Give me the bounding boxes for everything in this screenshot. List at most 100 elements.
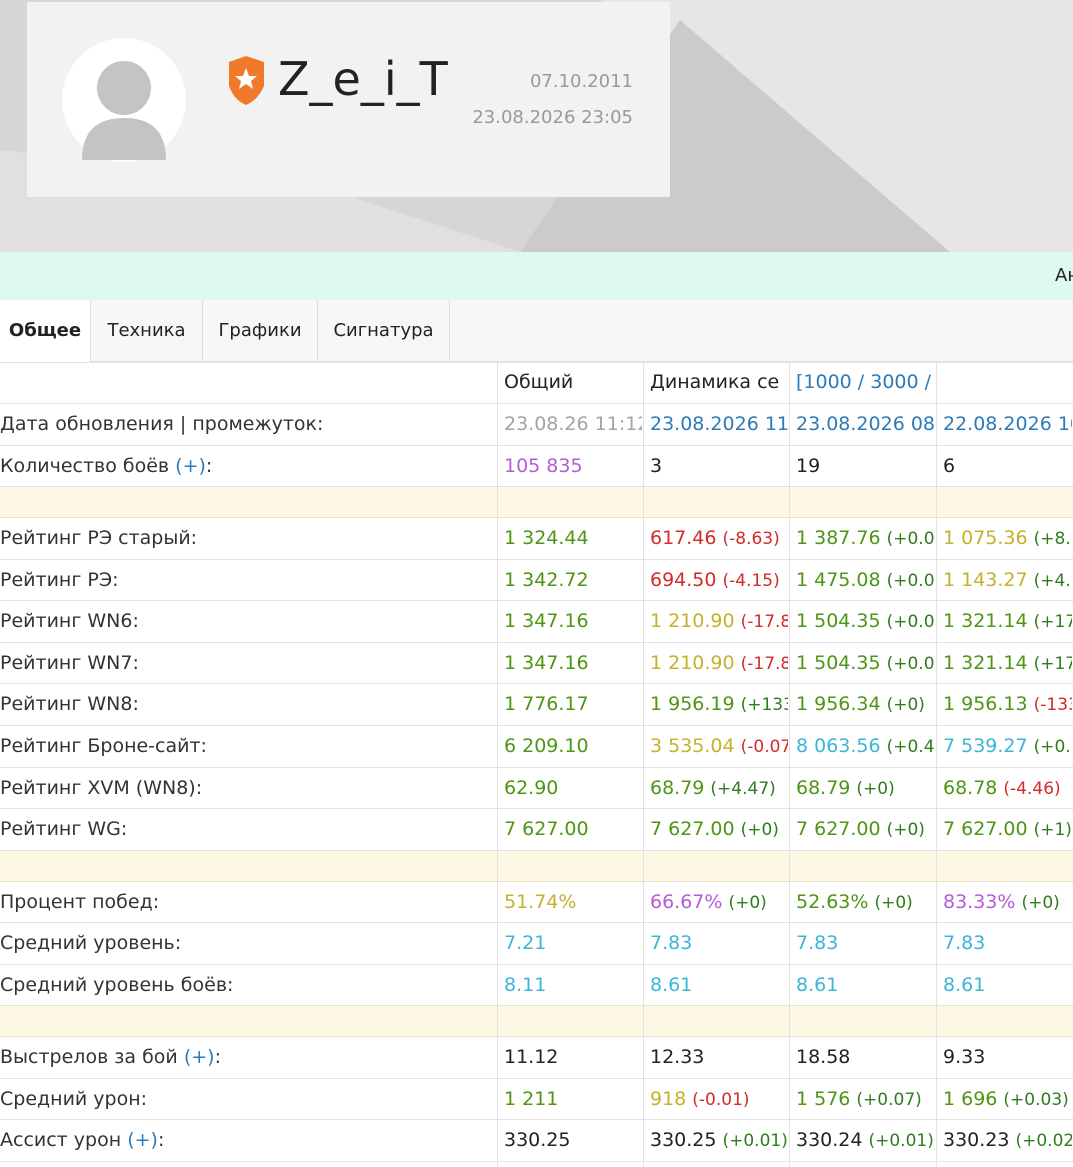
value-cell: 330.23 (+0.02 bbox=[943, 1120, 1072, 1162]
details-link[interactable]: (+) bbox=[183, 1046, 215, 1069]
value: 51.74% bbox=[504, 890, 577, 913]
label-text: Количество боёв bbox=[0, 454, 176, 477]
value-cell: 7 627.00 (+1) bbox=[943, 809, 1072, 851]
banner-text[interactable]: Ан bbox=[1055, 265, 1073, 286]
row-label: Средний урон: bbox=[0, 1079, 497, 1120]
table-border bbox=[0, 1119, 1073, 1121]
tab[interactable]: Сигнатура bbox=[318, 300, 450, 362]
delta: (+8.5 bbox=[1033, 529, 1072, 549]
value: 7.21 bbox=[504, 932, 547, 955]
value: 8.61 bbox=[796, 973, 839, 996]
value-cell: 66.67% (+0) bbox=[650, 882, 788, 924]
value: 1 321.14 bbox=[943, 651, 1028, 674]
value-cell: 1 475.08 (+0.0 bbox=[796, 560, 935, 602]
table-border bbox=[0, 362, 1073, 363]
delta: (+0) bbox=[740, 820, 779, 841]
value: 3 bbox=[650, 454, 663, 477]
row-label: Ассист урон (+): bbox=[0, 1120, 497, 1161]
details-link[interactable]: (+) bbox=[175, 454, 206, 477]
value-cell: 11.12 bbox=[504, 1037, 642, 1078]
delta: (+0.0 bbox=[886, 529, 935, 549]
row-label: Средний уровень боёв: bbox=[0, 965, 497, 1006]
value-cell: 1 321.14 (+17 bbox=[943, 601, 1072, 643]
details-link[interactable]: (+) bbox=[127, 1129, 158, 1152]
value-cell: 1 504.35 (+0.0 bbox=[796, 601, 935, 643]
table-border bbox=[643, 362, 644, 1167]
delta: (+1) bbox=[1033, 820, 1072, 841]
table-border bbox=[0, 766, 1073, 768]
separator-row bbox=[0, 850, 1073, 882]
value-cell: 918 (-0.01) bbox=[650, 1079, 788, 1121]
value-cell: 1 211 bbox=[504, 1079, 642, 1120]
label-tail: : bbox=[214, 1046, 221, 1069]
delta: (+0.0 bbox=[886, 653, 935, 674]
value: 694.50 bbox=[650, 568, 717, 591]
value: 62.90 bbox=[504, 776, 559, 799]
value-cell: 1 956.13(-133 bbox=[943, 684, 1072, 726]
value-cell: 83.33% (+0) bbox=[943, 882, 1072, 924]
table-border bbox=[0, 808, 1073, 810]
value-cell: 3 bbox=[650, 446, 788, 487]
value: 6 bbox=[943, 454, 956, 477]
value: 3 535.04 bbox=[650, 735, 735, 757]
label-text: Рейтинг WN6: bbox=[0, 610, 139, 633]
delta: (+0) bbox=[874, 892, 913, 913]
value: 1 210.90 bbox=[650, 651, 735, 674]
value-cell: 330.24 (+0.01) bbox=[796, 1120, 935, 1162]
label-text: Рейтинг WN7: bbox=[0, 651, 139, 674]
value-cell: 1 956.34 (+0) bbox=[796, 684, 935, 726]
value-cell: 1 210.90 (-17.8 bbox=[650, 601, 788, 643]
label-tail: : bbox=[205, 454, 213, 477]
value: 8.11 bbox=[504, 973, 547, 996]
value-cell: 1 342.72 bbox=[504, 560, 642, 601]
tab[interactable]: Графики bbox=[203, 300, 318, 362]
delta: (+0) bbox=[1021, 892, 1060, 913]
value-cell: 1 956.19(+133 bbox=[650, 684, 788, 726]
column-header[interactable]: [1000 / 3000 / bbox=[796, 371, 932, 393]
value: 1 143.27 bbox=[943, 568, 1028, 591]
value: 68.78 bbox=[943, 776, 998, 799]
value: 12.33 bbox=[650, 1046, 705, 1069]
tab[interactable]: Техника bbox=[91, 300, 203, 362]
value: 22.08.2026 10: bbox=[943, 413, 1072, 435]
last-seen: 23.08.2026 23:05 bbox=[472, 107, 633, 128]
value: 617.46 bbox=[650, 527, 717, 549]
value-cell: 7 627.00 (+0) bbox=[650, 809, 788, 851]
value: 1 347.16 bbox=[504, 610, 589, 633]
delta: (-8.63) bbox=[722, 529, 780, 549]
row-label: Рейтинг РЭ старый: bbox=[0, 518, 497, 559]
delta: (-133 bbox=[1033, 695, 1072, 716]
separator-row bbox=[0, 487, 1073, 518]
row-label: Средний уровень: bbox=[0, 923, 497, 964]
value: 7 539.27 bbox=[943, 735, 1028, 757]
label-text: Рейтинг WG: bbox=[0, 818, 128, 841]
value-cell: 8.61 bbox=[943, 965, 1072, 1006]
value: 68.79 bbox=[796, 776, 851, 799]
tab[interactable]: Общее bbox=[0, 300, 91, 362]
table-border bbox=[0, 600, 1073, 602]
delta: (+17 bbox=[1033, 612, 1072, 633]
delta: (+4.47) bbox=[710, 778, 776, 799]
value-cell: 330.25 bbox=[504, 1120, 642, 1161]
value-cell: 8 063.56 (+0.4 bbox=[796, 726, 935, 768]
delta: (+0.1 bbox=[1033, 737, 1072, 757]
delta: (+0.01) bbox=[868, 1131, 934, 1152]
value-cell: 1 210.90 (-17.8 bbox=[650, 643, 788, 685]
value: 918 bbox=[650, 1087, 687, 1110]
delta: (+0.0 bbox=[886, 570, 935, 591]
value-cell: 7.83 bbox=[650, 923, 788, 964]
value: 1 321.14 bbox=[943, 610, 1028, 633]
value-cell: 8.61 bbox=[650, 965, 788, 1006]
value: 330.23 bbox=[943, 1129, 1010, 1152]
table-border bbox=[789, 362, 790, 1167]
value-cell: 8.61 bbox=[796, 965, 935, 1006]
value: 83.33% bbox=[943, 890, 1016, 913]
value-cell: 68.78 (-4.46) bbox=[943, 768, 1072, 810]
label-text: Рейтинг Броне-сайт: bbox=[0, 735, 207, 757]
value: 330.24 bbox=[796, 1129, 863, 1152]
delta: (+0.0 bbox=[886, 612, 935, 633]
delta: (+0) bbox=[886, 695, 925, 716]
table-border bbox=[0, 486, 1073, 488]
value-cell: 105 835 bbox=[504, 446, 642, 487]
